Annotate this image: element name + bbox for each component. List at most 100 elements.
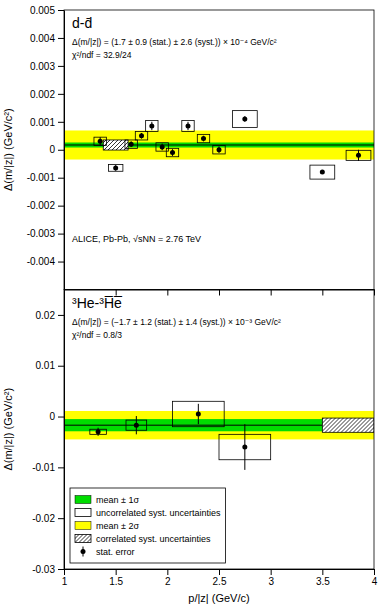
x-tick: 2 <box>165 569 171 587</box>
y-tick-mark <box>58 66 64 67</box>
data-point <box>134 423 139 428</box>
marks <box>64 401 374 470</box>
x-tick <box>271 290 272 296</box>
y-tick-mark <box>58 315 64 316</box>
legend-swatch <box>75 522 91 530</box>
annotation: χ²/ndf = 0.8/3 <box>72 330 122 340</box>
panel-title: d-d̄ <box>72 15 92 31</box>
y-tick: -0.004 <box>27 256 64 267</box>
x-tick: 3 <box>268 569 274 587</box>
x-tick-mark <box>271 569 272 575</box>
syst-box <box>94 137 106 145</box>
syst-box <box>146 120 158 131</box>
y-tick-mark <box>58 122 64 123</box>
x-tick <box>167 290 168 296</box>
y-tick: 0.002 <box>30 89 64 100</box>
legend-item: mean ± 2σ <box>75 521 139 531</box>
syst-box <box>232 111 257 128</box>
y-tick-label: -0.001 <box>27 172 56 183</box>
x-tick: 3.5 <box>316 569 330 587</box>
data-point <box>186 123 191 128</box>
x-tick-mark <box>64 569 65 575</box>
y-tick: 0.01 <box>36 360 64 371</box>
y-tick-label: 0 <box>49 144 55 155</box>
x-tick <box>322 290 323 296</box>
legend-swatch <box>81 549 86 554</box>
legend-swatch <box>75 509 91 517</box>
y-tick: 0.003 <box>30 61 64 72</box>
panel: -0.03-0.02-0.0100.010.0211.522.533.54³He… <box>2 290 378 605</box>
legend-label: mean ± 1σ <box>96 495 139 505</box>
y-tick-label: 0.003 <box>30 61 55 72</box>
x-tick-mark <box>116 569 117 575</box>
legend-item: correlated syst. uncertainties <box>75 534 211 544</box>
data-point <box>320 170 325 175</box>
annotation: χ²/ndf = 32.9/24 <box>72 50 132 60</box>
y-tick-mark <box>58 467 64 468</box>
y-tick-label: 0 <box>49 411 55 422</box>
data-point <box>201 136 206 141</box>
legend-item: stat. error <box>81 547 135 557</box>
syst-box <box>135 132 147 140</box>
annotation: Δ(m/|z|) = (1.7 ± 0.9 (stat.) ± 2.6 (sys… <box>72 37 277 47</box>
x-tick: 1.5 <box>109 569 123 587</box>
chart-svg: -0.004 -0.003 -0.002 -0.001 0 0.001 0.002 0.003… <box>0 0 386 611</box>
y-tick-mark <box>58 518 64 519</box>
y-tick: -0.003 <box>27 228 64 239</box>
data-point <box>96 429 101 434</box>
y-tick-label: -0.003 <box>27 228 56 239</box>
legend-swatch <box>75 535 91 543</box>
y-tick: 0.005 <box>30 5 64 16</box>
chart-container: -0.004 -0.003 -0.002 -0.001 0 0.001 0.002 0.003… <box>0 0 386 611</box>
y-tick-label: -0.01 <box>32 462 55 473</box>
y-axis: -0.004 -0.003 -0.002 -0.001 0 0.001 0.002 0.003… <box>27 5 65 290</box>
y-tick-mark <box>58 150 64 151</box>
x-tick <box>219 290 220 296</box>
y-tick: 0 <box>49 411 64 422</box>
legend: mean ± 1σ uncorrelated syst. uncertaintie… <box>70 488 226 563</box>
legend-frame <box>70 488 226 563</box>
data-point <box>113 165 118 170</box>
syst-box <box>166 148 178 156</box>
data-point <box>160 144 165 149</box>
x-axis-title: p/|z| (GeV/c) <box>188 592 249 604</box>
x-tick-mark <box>322 569 323 575</box>
data-point <box>356 153 361 158</box>
x-tick-mark <box>219 569 220 575</box>
y-tick-label: 0.004 <box>30 33 55 44</box>
data-point <box>242 445 247 450</box>
legend-label: stat. error <box>96 547 135 557</box>
y-axis-line <box>64 290 65 570</box>
x-tick-label: 2 <box>165 576 171 587</box>
y-tick-mark <box>58 178 64 179</box>
y-tick: 0.02 <box>36 310 64 321</box>
syst-box <box>310 165 335 179</box>
corr-syst-box <box>103 140 128 150</box>
data-point <box>139 133 144 138</box>
y-axis-line <box>64 11 65 291</box>
syst-box <box>346 150 371 160</box>
y-tick: -0.03 <box>32 564 64 575</box>
x-tick-mark <box>167 290 168 296</box>
x-tick-label: 3.5 <box>316 576 330 587</box>
plot-frame <box>64 10 374 290</box>
legend-item: uncorrelated syst. uncertainties <box>75 508 221 518</box>
x-tick: 4 <box>372 569 378 587</box>
y-tick-label: 0.001 <box>30 117 55 128</box>
corr-syst-box <box>322 418 374 432</box>
data-point <box>242 117 247 122</box>
y-tick-label: 0.002 <box>30 89 55 100</box>
y-tick-label: -0.004 <box>27 256 56 267</box>
y-tick-label: -0.002 <box>27 200 56 211</box>
legend-swatch <box>75 496 91 504</box>
y-tick-mark <box>58 262 64 263</box>
data-point <box>129 142 134 147</box>
y-tick: -0.01 <box>32 462 64 473</box>
marks <box>64 111 374 179</box>
x-tick-label: 3 <box>268 576 274 587</box>
panel-title: ³He-³H̅e̅ <box>72 295 123 311</box>
panel: -0.004 -0.003 -0.002 -0.001 0 0.001 0.002 0.003… <box>2 5 375 296</box>
x-tick: 2.5 <box>213 569 227 587</box>
x-axis: 11.522.533.54 <box>62 569 378 587</box>
x-tick-label: 1.5 <box>109 576 123 587</box>
